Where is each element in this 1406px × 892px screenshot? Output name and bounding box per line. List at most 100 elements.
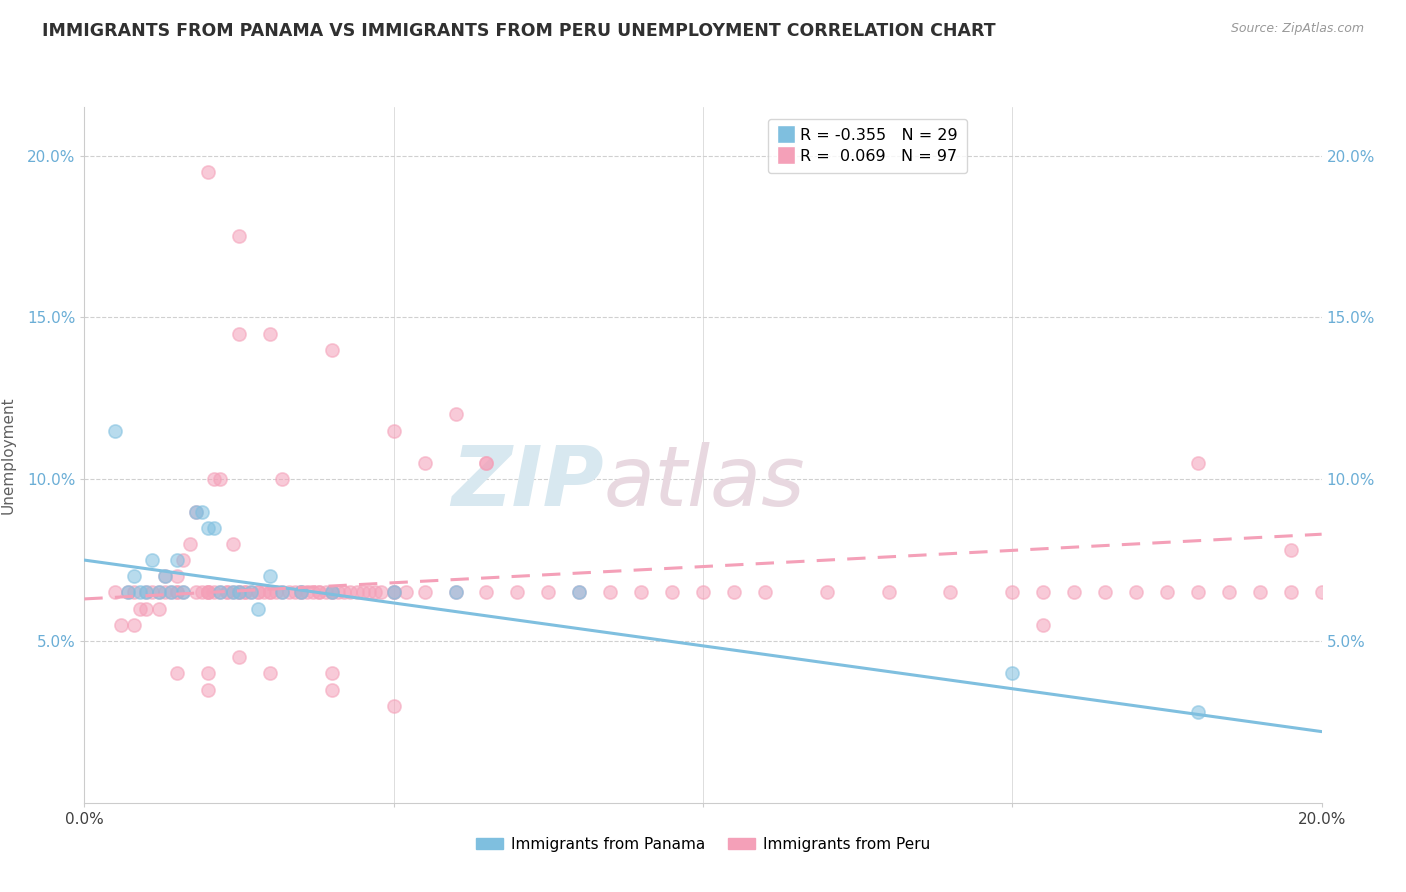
Point — [228, 650, 250, 665]
Point — [197, 585, 219, 599]
Legend: Immigrants from Panama, Immigrants from Peru: Immigrants from Panama, Immigrants from … — [470, 830, 936, 858]
Point — [209, 585, 232, 599]
Point — [202, 472, 225, 486]
Point — [271, 585, 294, 599]
Point — [1032, 617, 1054, 632]
Point — [135, 585, 157, 599]
Point — [246, 601, 269, 615]
Point — [135, 585, 157, 599]
Point — [172, 585, 194, 599]
Point — [382, 698, 405, 713]
Point — [1187, 585, 1209, 599]
Point — [259, 585, 281, 599]
Point — [382, 585, 405, 599]
Point — [141, 585, 163, 599]
Point — [184, 504, 207, 518]
Point — [240, 585, 263, 599]
Point — [166, 585, 188, 599]
Point — [122, 569, 145, 583]
Point — [122, 585, 145, 599]
Point — [233, 585, 256, 599]
Point — [1094, 585, 1116, 599]
Point — [233, 585, 256, 599]
Point — [202, 585, 225, 599]
Point — [1249, 585, 1271, 599]
Point — [259, 585, 281, 599]
Point — [271, 472, 294, 486]
Point — [599, 585, 621, 599]
Point — [506, 585, 529, 599]
Point — [939, 585, 962, 599]
Point — [246, 585, 269, 599]
Point — [172, 585, 194, 599]
Point — [117, 585, 139, 599]
Point — [321, 585, 343, 599]
Point — [308, 585, 330, 599]
Point — [191, 504, 214, 518]
Point — [321, 666, 343, 681]
Point — [321, 585, 343, 599]
Point — [222, 537, 245, 551]
Point — [284, 585, 307, 599]
Point — [1310, 585, 1333, 599]
Point — [444, 585, 467, 599]
Point — [153, 569, 176, 583]
Point — [1218, 585, 1240, 599]
Point — [1001, 666, 1024, 681]
Point — [228, 229, 250, 244]
Point — [382, 424, 405, 438]
Point — [395, 585, 418, 599]
Point — [1125, 585, 1147, 599]
Point — [215, 585, 238, 599]
Text: ZIP: ZIP — [451, 442, 605, 524]
Point — [197, 521, 219, 535]
Point — [222, 585, 245, 599]
Point — [444, 408, 467, 422]
Text: IMMIGRANTS FROM PANAMA VS IMMIGRANTS FROM PERU UNEMPLOYMENT CORRELATION CHART: IMMIGRANTS FROM PANAMA VS IMMIGRANTS FRO… — [42, 22, 995, 40]
Point — [568, 585, 591, 599]
Point — [228, 585, 250, 599]
Point — [184, 504, 207, 518]
Point — [357, 585, 380, 599]
Point — [352, 585, 374, 599]
Point — [295, 585, 318, 599]
Point — [129, 601, 152, 615]
Point — [228, 585, 250, 599]
Point — [661, 585, 683, 599]
Point — [444, 585, 467, 599]
Point — [202, 521, 225, 535]
Point — [191, 585, 214, 599]
Point — [228, 585, 250, 599]
Point — [1187, 456, 1209, 470]
Point — [723, 585, 745, 599]
Point — [277, 585, 299, 599]
Y-axis label: Unemployment: Unemployment — [1, 396, 15, 514]
Text: atlas: atlas — [605, 442, 806, 524]
Point — [1279, 543, 1302, 558]
Text: Source: ZipAtlas.com: Source: ZipAtlas.com — [1230, 22, 1364, 36]
Point — [172, 553, 194, 567]
Point — [382, 585, 405, 599]
Point — [568, 585, 591, 599]
Point — [364, 585, 387, 599]
Point — [754, 585, 776, 599]
Point — [1001, 585, 1024, 599]
Point — [197, 682, 219, 697]
Point — [222, 585, 245, 599]
Point — [259, 326, 281, 341]
Point — [104, 424, 127, 438]
Point — [117, 585, 139, 599]
Point — [475, 456, 498, 470]
Point — [1187, 705, 1209, 719]
Point — [153, 569, 176, 583]
Point — [160, 585, 183, 599]
Point — [290, 585, 312, 599]
Point — [692, 585, 714, 599]
Point — [877, 585, 900, 599]
Point — [148, 585, 170, 599]
Point — [166, 585, 188, 599]
Point — [246, 585, 269, 599]
Point — [413, 585, 436, 599]
Point — [321, 682, 343, 697]
Point — [253, 585, 276, 599]
